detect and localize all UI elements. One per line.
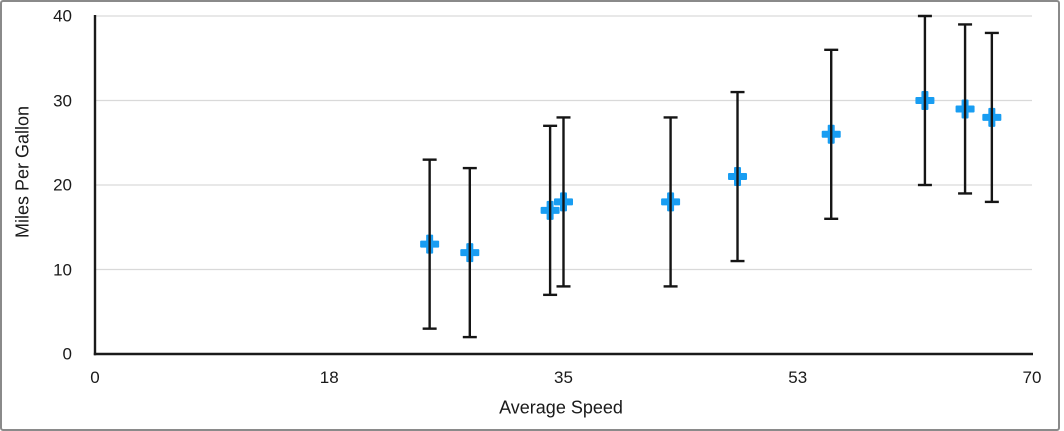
error-bar: [422, 158, 437, 330]
error-bar: [984, 31, 999, 204]
y-tick-label: 10: [53, 260, 72, 279]
x-tick-label: 35: [554, 368, 573, 387]
y-tick-label: 0: [62, 344, 72, 364]
error-bar: [556, 116, 571, 288]
error-bar: [543, 124, 558, 297]
error-bar: [917, 14, 932, 187]
x-tick-label: 0: [90, 368, 100, 387]
y-tick-label: 40: [53, 6, 72, 26]
x-tick-label: 70: [1022, 368, 1042, 387]
error-bar: [663, 116, 678, 288]
y-axis-title: Miles Per Gallon: [12, 105, 33, 239]
error-bar: [462, 166, 477, 339]
x-tick-label: 18: [319, 368, 339, 387]
x-axis-title: Average Speed: [499, 397, 623, 418]
x-tick-label: 53: [788, 368, 808, 387]
y-tick-label: 20: [53, 175, 72, 195]
y-tick-label: 30: [53, 91, 72, 110]
error-bar: [958, 23, 973, 195]
error-bar: [730, 90, 745, 263]
error-bar: [824, 48, 839, 221]
